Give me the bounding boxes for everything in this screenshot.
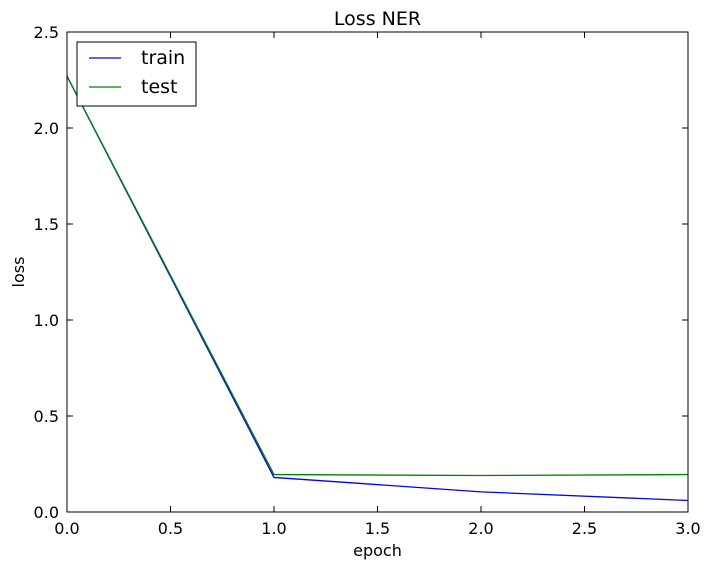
y-tick-label: 1.5 (34, 215, 59, 234)
y-tick-label: 0.0 (34, 503, 59, 522)
y-axis-label: loss (9, 257, 28, 288)
series-line-test (66, 75, 689, 477)
x-tick-label: 0.0 (54, 519, 79, 538)
legend: train test (76, 41, 197, 107)
x-tick-label: 1.5 (365, 519, 390, 538)
x-tick-label: 2.5 (572, 519, 597, 538)
legend-label-train: train (141, 47, 185, 69)
chart-title: Loss NER (334, 8, 421, 30)
x-axis-ticks: 0.0 0.5 1.0 1.5 2.0 2.5 3.0 (54, 32, 701, 538)
series-layer (66, 75, 689, 502)
x-tick-label: 1.0 (261, 519, 286, 538)
y-tick-label: 1.0 (34, 311, 59, 330)
x-axis-label: epoch (353, 541, 402, 560)
x-tick-label: 2.0 (468, 519, 493, 538)
legend-label-test: test (141, 76, 178, 98)
x-tick-label: 0.5 (158, 519, 183, 538)
y-tick-label: 2.0 (34, 119, 59, 138)
series-line-train (66, 75, 689, 502)
plot-frame (66, 31, 689, 513)
y-tick-label: 2.5 (34, 23, 59, 42)
x-tick-label: 3.0 (675, 519, 700, 538)
y-tick-label: 0.5 (34, 407, 59, 426)
legend-box (76, 41, 197, 107)
y-axis-ticks: 0.0 0.5 1.0 1.5 2.0 2.5 (34, 23, 688, 522)
